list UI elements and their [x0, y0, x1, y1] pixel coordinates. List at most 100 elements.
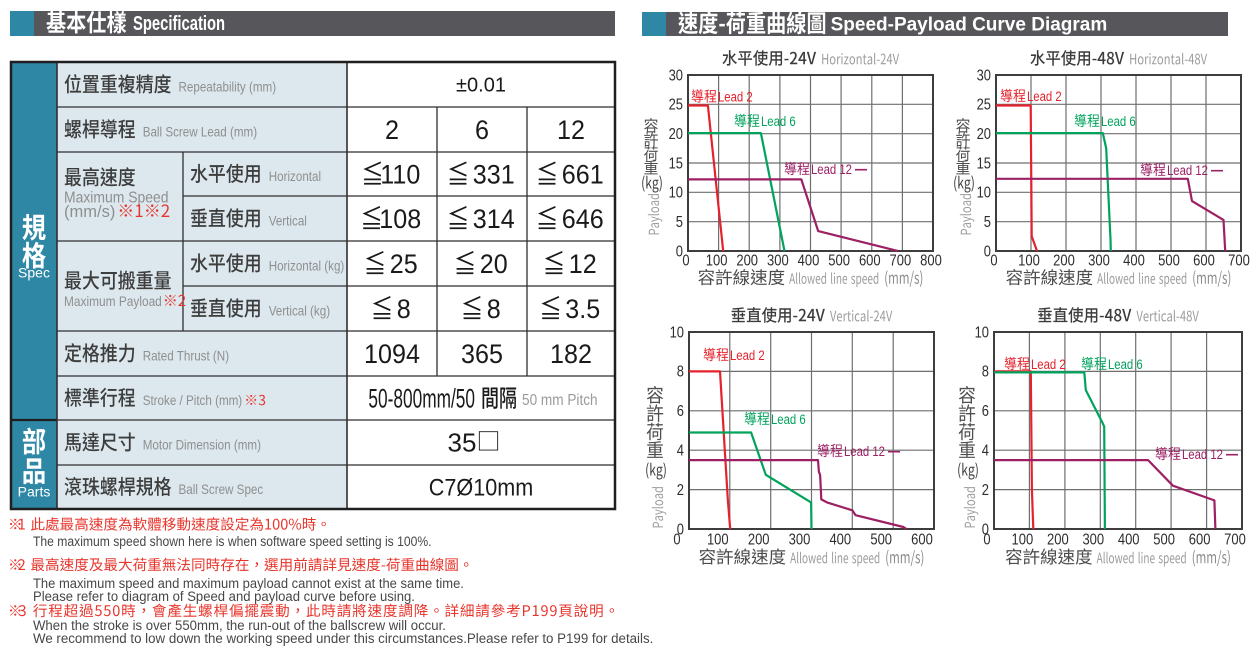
svg-text:365: 365: [461, 339, 503, 369]
svg-text:700: 700: [1228, 252, 1250, 269]
svg-text:110: 110: [380, 159, 420, 189]
svg-text:25: 25: [977, 97, 991, 114]
svg-text:10: 10: [975, 324, 989, 341]
svg-text:Horizontal: Horizontal: [269, 169, 321, 184]
svg-text:Lead 2: Lead 2: [1031, 357, 1066, 373]
svg-text:Vertical (kg): Vertical (kg): [269, 304, 330, 319]
svg-text:Lead 6: Lead 6: [771, 412, 806, 428]
svg-text:4: 4: [677, 443, 685, 460]
svg-text:Lead 2: Lead 2: [1027, 89, 1062, 105]
svg-text:800: 800: [920, 252, 942, 269]
svg-text:Lead 6: Lead 6: [1108, 357, 1143, 373]
svg-text:400: 400: [1118, 532, 1140, 549]
svg-text:100: 100: [1018, 252, 1040, 269]
svg-text:15: 15: [669, 155, 683, 172]
svg-text:Motor Dimension (mm): Motor Dimension (mm): [143, 438, 261, 453]
svg-text:0: 0: [677, 521, 684, 538]
svg-text:200: 200: [1053, 252, 1075, 269]
svg-text:0: 0: [982, 521, 989, 538]
svg-text:The maximum speed and maximum: The maximum speed and maximum payload ca…: [33, 576, 464, 591]
svg-text:646: 646: [562, 204, 604, 234]
svg-text:6: 6: [475, 115, 489, 145]
svg-text:500: 500: [828, 252, 850, 269]
svg-text:1094: 1094: [364, 339, 420, 369]
svg-text:Specification: Specification: [133, 13, 225, 35]
svg-text:200: 200: [748, 532, 770, 549]
svg-text:(mm/s): (mm/s): [64, 203, 115, 221]
svg-text:2: 2: [385, 115, 399, 145]
svg-text:Rated Thrust (N): Rated Thrust (N): [143, 349, 229, 364]
svg-text:500: 500: [870, 532, 892, 549]
svg-text:700: 700: [890, 252, 912, 269]
svg-text:12: 12: [557, 115, 585, 145]
svg-text:600: 600: [1193, 252, 1215, 269]
svg-text:Horizontal (kg): Horizontal (kg): [269, 259, 345, 274]
svg-text:331: 331: [473, 159, 515, 189]
svg-text:25: 25: [669, 97, 683, 114]
svg-text:0: 0: [983, 532, 990, 549]
svg-text:20: 20: [480, 249, 508, 279]
svg-text:The maximum speed shown here i: The maximum speed shown here is when sof…: [33, 534, 432, 549]
svg-text:We recommend to low down the w: We recommend to low down the working spe…: [33, 631, 653, 646]
svg-text:200: 200: [1047, 532, 1069, 549]
svg-text:Lead 6: Lead 6: [1101, 114, 1136, 130]
svg-text:8: 8: [677, 364, 684, 381]
svg-text:Ball Screw Spec: Ball Screw Spec: [179, 482, 264, 497]
svg-text:8: 8: [397, 294, 411, 324]
svg-text:Lead 12: Lead 12: [1167, 163, 1208, 179]
svg-text:Please refer to diagram of Spe: Please refer to diagram of Speed and pay…: [33, 589, 415, 604]
svg-text:Lead 12: Lead 12: [844, 444, 885, 460]
svg-text:Lead 12: Lead 12: [811, 162, 852, 178]
svg-text:5: 5: [984, 214, 991, 231]
svg-text:500: 500: [1153, 532, 1175, 549]
svg-text:2: 2: [677, 482, 684, 499]
svg-text:10: 10: [977, 185, 991, 202]
svg-text:When the stroke is over 550mm,: When the stroke is over 550mm, the run-o…: [33, 618, 446, 633]
svg-text:0: 0: [984, 243, 991, 260]
svg-text:30: 30: [669, 67, 683, 84]
svg-text:500: 500: [1158, 252, 1180, 269]
svg-text:400: 400: [1123, 252, 1145, 269]
svg-text:30: 30: [977, 67, 991, 84]
svg-text:0: 0: [682, 252, 689, 269]
svg-text:8: 8: [982, 364, 989, 381]
svg-text:0: 0: [676, 243, 683, 260]
svg-text:±0.01: ±0.01: [456, 75, 506, 97]
svg-text:12: 12: [569, 249, 597, 279]
svg-text:35: 35: [448, 428, 477, 458]
svg-text:600: 600: [1189, 532, 1211, 549]
svg-text:Speed-Payload Curve Diagram: Speed-Payload Curve Diagram: [831, 14, 1108, 35]
svg-text:Ball Screw Lead (mm): Ball Screw Lead (mm): [143, 125, 257, 140]
svg-text:Repeatability (mm): Repeatability (mm): [179, 80, 277, 95]
svg-text:0: 0: [673, 532, 680, 549]
svg-text:Lead 6: Lead 6: [761, 114, 796, 130]
svg-text:Maximum Speed: Maximum Speed: [64, 190, 169, 207]
svg-text:Vertical: Vertical: [269, 214, 307, 229]
svg-text:5: 5: [676, 214, 683, 231]
svg-text:100: 100: [707, 532, 729, 549]
svg-text:Stroke / Pitch (mm): Stroke / Pitch (mm): [143, 393, 243, 408]
svg-text:15: 15: [977, 155, 991, 172]
svg-text:100: 100: [706, 252, 728, 269]
svg-text:6: 6: [982, 403, 989, 420]
svg-text:50-800mm/50: 50-800mm/50: [368, 384, 475, 414]
svg-text:8: 8: [487, 294, 501, 324]
svg-text:25: 25: [390, 249, 418, 279]
svg-text:400: 400: [798, 252, 820, 269]
svg-text:182: 182: [550, 339, 592, 369]
svg-text:20: 20: [977, 126, 991, 143]
svg-text:300: 300: [1088, 252, 1110, 269]
svg-text:600: 600: [859, 252, 881, 269]
svg-text:50 mm Pitch: 50 mm Pitch: [522, 392, 598, 409]
svg-text:300: 300: [767, 252, 789, 269]
svg-text:Lead 2: Lead 2: [718, 90, 753, 106]
svg-text:300: 300: [1082, 532, 1104, 549]
svg-text:6: 6: [677, 403, 684, 420]
svg-text:Spec: Spec: [18, 265, 50, 281]
svg-text:Lead 2: Lead 2: [730, 348, 765, 364]
svg-text:108: 108: [379, 204, 421, 234]
svg-text:2: 2: [982, 482, 989, 499]
svg-text:100: 100: [1012, 532, 1034, 549]
svg-text:0: 0: [990, 252, 997, 269]
svg-text:10: 10: [669, 185, 683, 202]
